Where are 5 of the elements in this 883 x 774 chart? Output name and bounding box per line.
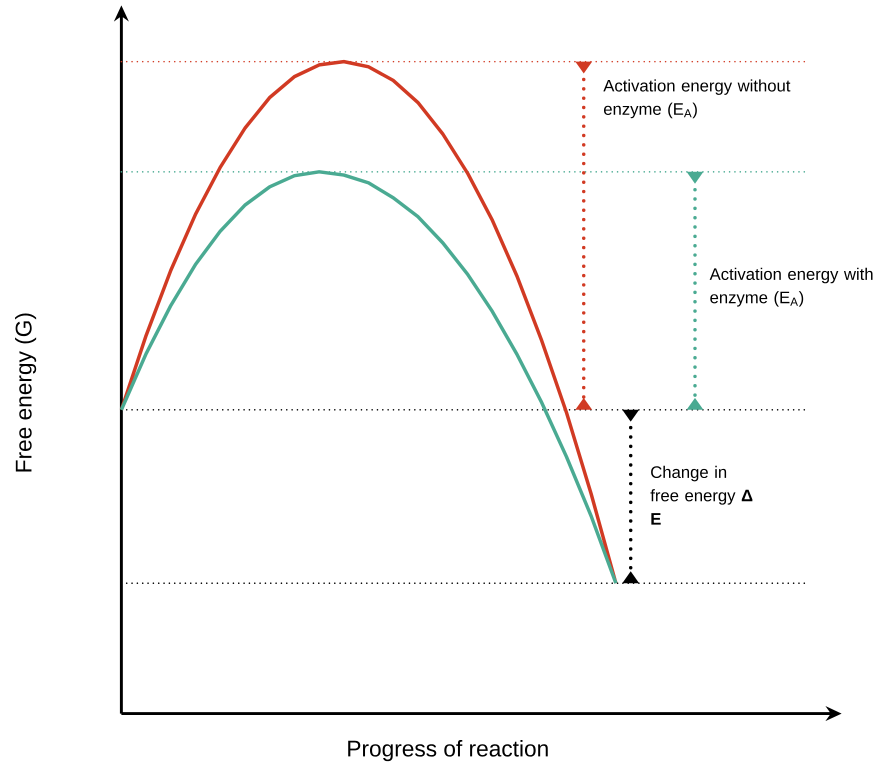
y-axis-title: Free energy (G) xyxy=(15,314,36,472)
annotation: Activation energy without enzyme (E$_{A}$) xyxy=(603,80,790,118)
x-axis-title: Progress of reaction xyxy=(348,740,548,762)
text: Change in free energy Δ E xyxy=(650,466,752,525)
annotation: Activation energy with enzyme (E$_{A}$) xyxy=(710,268,872,307)
